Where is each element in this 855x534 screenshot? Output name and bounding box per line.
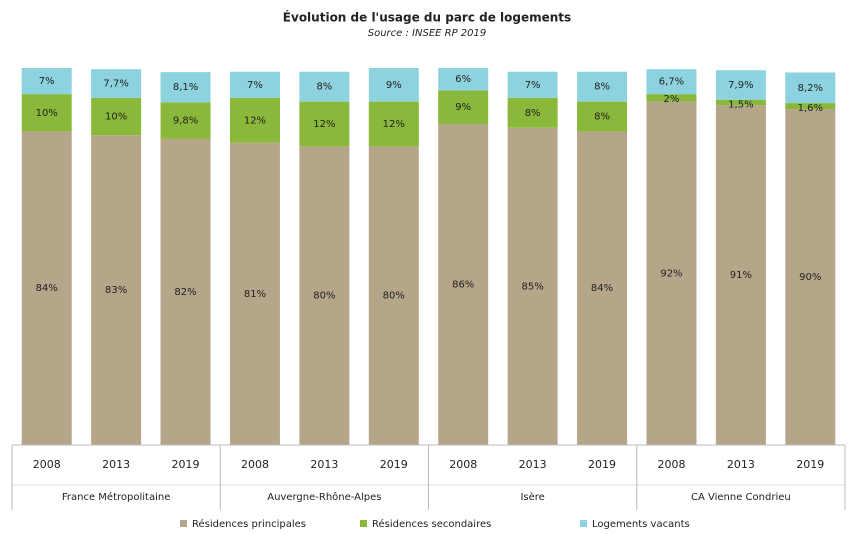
data-label: 7% xyxy=(247,80,263,91)
bar-segment xyxy=(785,109,836,446)
bar-segment xyxy=(368,68,419,102)
group-label: CA Vienne Condrieu xyxy=(691,492,791,503)
bar-segment xyxy=(160,102,211,139)
legend-swatch xyxy=(180,520,187,527)
data-label: 7% xyxy=(525,80,541,91)
data-label: 90% xyxy=(799,272,821,283)
data-label: 8% xyxy=(525,108,541,119)
data-label: 8,2% xyxy=(798,83,823,94)
data-label: 7,9% xyxy=(728,80,753,91)
data-label: 7,7% xyxy=(103,78,128,89)
x-tick-label: 2019 xyxy=(172,458,200,471)
data-label: 9,8% xyxy=(173,116,198,127)
data-label: 8,1% xyxy=(173,82,198,93)
bar-segment xyxy=(785,72,836,104)
bar-segment xyxy=(368,146,419,445)
bar-segment xyxy=(646,69,697,95)
x-tick-label: 2013 xyxy=(310,458,338,471)
data-label: 6% xyxy=(455,74,471,85)
group-label: France Métropolitaine xyxy=(62,491,170,503)
bar-segment xyxy=(160,138,211,446)
x-tick-label: 2008 xyxy=(449,458,477,471)
bar-segment xyxy=(785,103,836,110)
bar-segment xyxy=(160,72,211,103)
data-label: 80% xyxy=(313,291,335,302)
bar-segment xyxy=(715,70,766,100)
data-label: 80% xyxy=(383,291,405,302)
bar-segment xyxy=(507,97,558,128)
bar-segment xyxy=(646,94,697,102)
bar-segment xyxy=(646,101,697,446)
group-label: Auvergne-Rhône-Alpes xyxy=(267,491,381,503)
data-label: 1,6% xyxy=(798,103,823,114)
data-label: 9% xyxy=(455,102,471,113)
x-tick-label: 2013 xyxy=(519,458,547,471)
group-label: Isère xyxy=(520,491,544,503)
x-tick-label: 2013 xyxy=(102,458,130,471)
chart-subtitle: Source : INSEE RP 2019 xyxy=(368,28,487,39)
bar-segment xyxy=(715,105,766,446)
data-label: 12% xyxy=(244,115,266,126)
data-label: 82% xyxy=(174,287,196,298)
legend-label: Logements vacants xyxy=(592,519,690,530)
bar-segment xyxy=(438,90,489,124)
chart-title: Évolution de l'usage du parc de logement… xyxy=(283,10,571,25)
legend-label: Résidences principales xyxy=(192,518,306,530)
data-label: 83% xyxy=(105,285,127,296)
bar-segment xyxy=(577,101,628,132)
data-label: 10% xyxy=(36,108,58,119)
data-label: 10% xyxy=(105,112,127,123)
data-label: 8% xyxy=(594,112,610,123)
bar-segment xyxy=(229,142,280,445)
bar-segment xyxy=(91,69,142,98)
x-tick-label: 2019 xyxy=(796,458,824,471)
bar-segment xyxy=(299,101,350,147)
bar-segment xyxy=(715,99,766,106)
data-label: 84% xyxy=(591,283,613,294)
data-label: 12% xyxy=(383,119,405,130)
x-tick-label: 2008 xyxy=(241,458,269,471)
bar-segment xyxy=(21,131,72,445)
data-label: 84% xyxy=(36,283,58,294)
bar-segment xyxy=(91,97,142,136)
data-label: 85% xyxy=(522,281,544,292)
data-label: 8% xyxy=(316,82,332,93)
data-label: 7% xyxy=(39,76,55,87)
x-tick-label: 2019 xyxy=(380,458,408,471)
data-label: 12% xyxy=(313,119,335,130)
bar-segment xyxy=(368,101,419,147)
data-label: 8% xyxy=(594,82,610,93)
bar-segment xyxy=(507,127,558,445)
data-label: 2% xyxy=(664,94,680,105)
bar-segment xyxy=(21,68,72,95)
data-label: 6,7% xyxy=(659,77,684,88)
bar-segment xyxy=(229,71,280,98)
bar-segment xyxy=(229,97,280,143)
x-tick-label: 2008 xyxy=(657,458,685,471)
data-label: 81% xyxy=(244,289,266,300)
legend-swatch xyxy=(580,520,587,527)
bar-segment xyxy=(438,68,489,91)
data-label: 1,5% xyxy=(728,100,753,111)
x-tick-label: 2013 xyxy=(727,458,755,471)
bar-segment xyxy=(299,146,350,445)
x-tick-label: 2019 xyxy=(588,458,616,471)
data-label: 92% xyxy=(660,268,682,279)
data-label: 9% xyxy=(386,80,402,91)
data-label: 86% xyxy=(452,279,474,290)
data-label: 91% xyxy=(730,270,752,281)
bar-segment xyxy=(91,135,142,446)
legend-label: Résidences secondaires xyxy=(372,518,491,530)
bar-segment xyxy=(507,71,558,98)
bar-segment xyxy=(438,123,489,445)
x-tick-label: 2008 xyxy=(33,458,61,471)
bar-segment xyxy=(299,71,350,102)
bar-segment xyxy=(577,131,628,445)
bar-segment xyxy=(577,71,628,102)
bar-segment xyxy=(21,94,72,132)
legend-swatch xyxy=(360,520,367,527)
